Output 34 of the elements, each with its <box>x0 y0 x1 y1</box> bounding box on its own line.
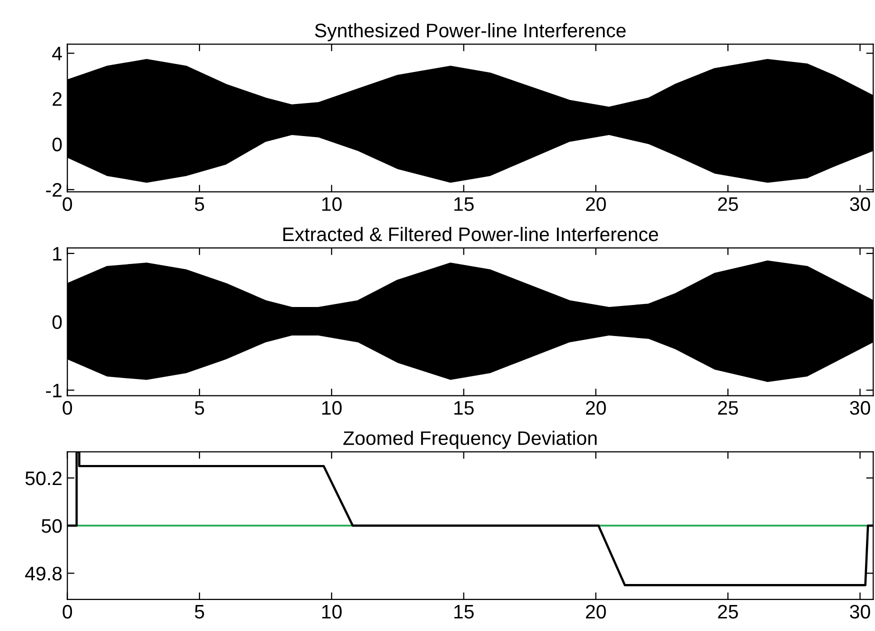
x-tick-label: 20 <box>586 604 606 619</box>
y-tick-label: 2 <box>52 92 62 106</box>
y-tick-label: -2 <box>46 183 62 197</box>
x-tick-label: 20 <box>586 197 606 211</box>
chart-title: Synthesized Power-line Interference <box>315 23 626 42</box>
y-tick-label: -1 <box>46 384 62 398</box>
x-tick-label: 10 <box>322 401 342 415</box>
y-tick-label: 0 <box>52 315 62 330</box>
x-tick-label: 30 <box>850 401 870 415</box>
x-tick-label: 30 <box>850 197 870 211</box>
x-tick-label: 15 <box>454 197 474 211</box>
x-tick-label: 0 <box>62 197 72 211</box>
x-tick-label: 10 <box>322 197 342 211</box>
x-tick-label: 20 <box>586 401 606 415</box>
chart-title: Zoomed Frequency Deviation <box>343 430 597 449</box>
x-tick-label: 5 <box>194 605 204 619</box>
y-tick-label: 49.8 <box>25 566 62 580</box>
y-tick-label: 0 <box>52 138 62 152</box>
x-tick-label: 25 <box>718 604 738 619</box>
y-tick-label: 50 <box>42 519 62 533</box>
x-tick-label: 15 <box>454 605 474 619</box>
y-tick-label: 50.2 <box>25 471 62 486</box>
x-tick-label: 10 <box>322 604 342 619</box>
x-tick-label: 5 <box>194 197 204 211</box>
x-tick-label: 0 <box>62 604 72 619</box>
x-tick-label: 25 <box>718 197 738 211</box>
y-tick-label: 1 <box>53 247 62 260</box>
x-tick-label: 30 <box>850 604 870 619</box>
chart-title: Extracted & Filtered Power-line Interference <box>283 226 658 242</box>
x-tick-label: 5 <box>194 401 204 415</box>
x-tick-label: 0 <box>62 401 72 415</box>
y-tick-label: 4 <box>52 46 62 60</box>
x-tick-label: 15 <box>454 401 474 415</box>
x-tick-label: 25 <box>718 401 738 415</box>
